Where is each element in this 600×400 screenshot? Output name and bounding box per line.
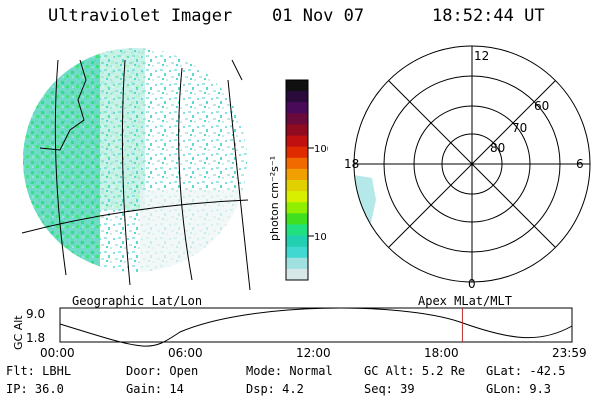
colorbar-stripe: [286, 146, 308, 159]
geographic-image: [21, 48, 251, 290]
colorbar-tick-10: 10: [314, 232, 327, 243]
timeline-xtick-0000: 00:00: [40, 346, 75, 360]
colorbar-stripe: [286, 113, 308, 125]
mlat-label-60: 60: [534, 99, 549, 113]
colorbar-stripe: [286, 202, 308, 214]
timeline-xtick-1200: 12:00: [296, 346, 331, 360]
colorbar-label: photon cm⁻²s⁻¹: [268, 156, 281, 241]
altitude-curve: [59, 307, 573, 347]
geographic-caption: Geographic Lat/Lon: [72, 294, 203, 308]
mlt-label-18: 18: [344, 157, 359, 171]
colorbar-stripe: [286, 168, 308, 181]
header-date: 01 Nov 07: [272, 6, 365, 26]
footer-glon: GLon: 9.3: [486, 382, 552, 396]
timeline-xtick-1800: 18:00: [424, 346, 459, 360]
colorbar-stripe: [286, 102, 308, 114]
colorbar-gradient: [286, 80, 308, 281]
footer-ip: IP: 36.0: [6, 382, 64, 396]
footer-flt: Flt: LBHL: [6, 364, 72, 378]
mlt-label-0: 0: [468, 277, 476, 290]
app-title: Ultraviolet Imager: [48, 6, 233, 26]
header-time: 18:52:44 UT: [432, 6, 545, 26]
footer-seq: Seq: 39: [364, 382, 415, 396]
colorbar-stripe: [286, 191, 308, 203]
timeline-xtick-0600: 06:00: [168, 346, 203, 360]
colorbar-stripe: [286, 235, 308, 248]
footer-gain: Gain: 14: [126, 382, 184, 396]
apex-caption: Apex MLat/MLT: [418, 294, 512, 308]
colorbar-stripe: [286, 257, 308, 270]
colorbar-stripe: [286, 135, 308, 148]
mlt-label-6: 6: [576, 157, 584, 171]
colorbar-stripe: [286, 180, 308, 192]
timeline-ytick-max: 9.0: [26, 307, 45, 321]
colorbar-stripe: [286, 224, 308, 237]
footer-door: Door: Open: [126, 364, 199, 378]
timeline-xtick-2359: 23:59: [552, 346, 587, 360]
colorbar-stripe: [286, 246, 308, 259]
timeline-ylabel: GC Alt: [12, 315, 25, 350]
mlat-label-70: 70: [512, 121, 527, 135]
colorbar: 100 10 photon cm⁻²s⁻¹: [268, 79, 328, 281]
timeline-ytick-min: 1.8: [26, 331, 45, 345]
colorbar-tick-100: 100: [314, 144, 328, 155]
footer-glat: GLat: -42.5: [486, 364, 566, 378]
polar-plot: 12 18 6 0 60 70 80: [344, 45, 591, 290]
colorbar-stripe: [286, 91, 308, 103]
colorbar-stripe: [286, 268, 308, 281]
colorbar-stripe: [286, 157, 308, 170]
footer-mode: Mode: Normal: [246, 364, 333, 378]
footer-gc-alt: GC Alt: 5.2 Re: [364, 364, 466, 378]
colorbar-stripe: [286, 80, 308, 92]
mlat-label-80: 80: [490, 141, 505, 155]
colorbar-stripe: [286, 124, 308, 137]
colorbar-stripe: [286, 213, 308, 225]
footer-dsp: Dsp: 4.2: [246, 382, 304, 396]
mlt-label-12: 12: [474, 49, 489, 63]
altitude-timeline: GC Alt 9.0 1.8 00:00 06:00 12:00 18:00 2…: [12, 307, 587, 360]
